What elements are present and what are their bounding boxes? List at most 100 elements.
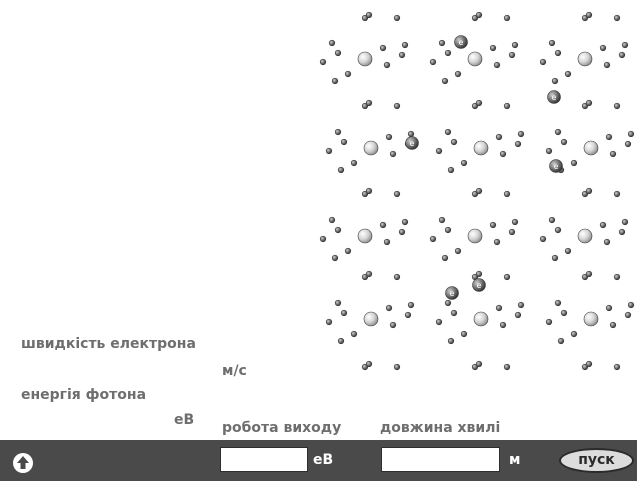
bound-electron (439, 217, 445, 223)
bound-electron (445, 227, 451, 233)
bound-electron (504, 364, 510, 370)
electron-symbol: e (459, 38, 464, 47)
bound-electron (476, 12, 482, 18)
bound-electron (586, 271, 592, 277)
control-toolbar: еВ м пуск (0, 440, 637, 481)
bound-electron (610, 322, 616, 328)
bound-electron (561, 139, 567, 145)
bound-electron (515, 141, 521, 147)
start-button[interactable]: пуск (559, 448, 634, 473)
bound-electron (445, 129, 451, 135)
electron-symbol: e (410, 139, 415, 148)
bound-electron (555, 50, 561, 56)
up-arrow-icon (13, 453, 33, 473)
bound-electron (586, 361, 592, 367)
bound-electron (341, 310, 347, 316)
photon-energy-label: енергія фотона (21, 387, 146, 403)
bound-electron (390, 322, 396, 328)
bound-electron (461, 331, 467, 337)
bound-electron (549, 217, 555, 223)
bound-electron (614, 274, 620, 280)
bound-electron (439, 40, 445, 46)
bound-electron (625, 141, 631, 147)
bound-electron (380, 45, 386, 51)
bound-electron (571, 160, 577, 166)
bound-electron (329, 40, 335, 46)
bound-electron (518, 302, 524, 308)
bound-electron (430, 59, 436, 65)
bound-electron (394, 103, 400, 109)
bound-electron (552, 255, 558, 261)
bound-electron (600, 222, 606, 228)
bound-electron (455, 71, 461, 77)
bound-electron (386, 134, 392, 140)
bound-electron (518, 131, 524, 137)
bound-electron (394, 364, 400, 370)
bound-electron (571, 331, 577, 337)
bound-electron (335, 129, 341, 135)
bound-electron (335, 227, 341, 233)
lattice-atom (364, 312, 378, 326)
bound-electron (540, 236, 546, 242)
bound-electron (402, 219, 408, 225)
bound-electron (558, 338, 564, 344)
bound-electron (335, 300, 341, 306)
bound-electron (476, 100, 482, 106)
lattice-atom (358, 229, 372, 243)
bound-electron (540, 59, 546, 65)
work-function-label: робота виходу (222, 420, 341, 436)
bound-electron (509, 229, 515, 235)
bound-electron (610, 151, 616, 157)
bound-electron (496, 134, 502, 140)
home-button[interactable] (13, 453, 33, 473)
bound-electron (345, 71, 351, 77)
bound-electron (512, 42, 518, 48)
bound-electron (515, 312, 521, 318)
speed-unit-label: м/с (222, 363, 247, 379)
bound-electron (402, 42, 408, 48)
lattice-atom (578, 52, 592, 66)
bound-electron (600, 45, 606, 51)
bound-electron (614, 103, 620, 109)
bound-electron (448, 338, 454, 344)
bound-electron (408, 302, 414, 308)
bound-electron (335, 50, 341, 56)
bound-electron (351, 160, 357, 166)
bound-electron (451, 310, 457, 316)
bound-electron (504, 103, 510, 109)
bound-electron (326, 148, 332, 154)
free-electron-layer: e e e e e e (406, 36, 563, 300)
bound-electron (619, 229, 625, 235)
wavelength-input[interactable] (381, 447, 500, 472)
work-function-unit: еВ (313, 452, 333, 468)
bound-electron (552, 78, 558, 84)
electron-symbol: e (552, 93, 557, 102)
bound-electron (366, 188, 372, 194)
bound-electron (455, 248, 461, 254)
lattice-atom (468, 229, 482, 243)
bound-electron (366, 12, 372, 18)
bound-electron (561, 310, 567, 316)
bound-electron (546, 148, 552, 154)
bound-electron (504, 15, 510, 21)
bound-electron (619, 52, 625, 58)
bound-electron (625, 312, 631, 318)
bound-electron (606, 134, 612, 140)
bound-electron (399, 229, 405, 235)
bound-electron (320, 59, 326, 65)
bound-electron (451, 139, 457, 145)
bound-electron (399, 52, 405, 58)
bound-electron (430, 236, 436, 242)
bound-electron (332, 78, 338, 84)
bound-electron (338, 338, 344, 344)
electron-symbol: e (477, 281, 482, 290)
bound-electron (345, 248, 351, 254)
bound-electron (604, 239, 610, 245)
work-function-input[interactable] (220, 447, 308, 472)
bound-electron (476, 271, 482, 277)
bound-electron (405, 312, 411, 318)
bound-electron (461, 160, 467, 166)
electron-symbol: e (450, 289, 455, 298)
bound-electron (366, 100, 372, 106)
bound-electron (329, 217, 335, 223)
